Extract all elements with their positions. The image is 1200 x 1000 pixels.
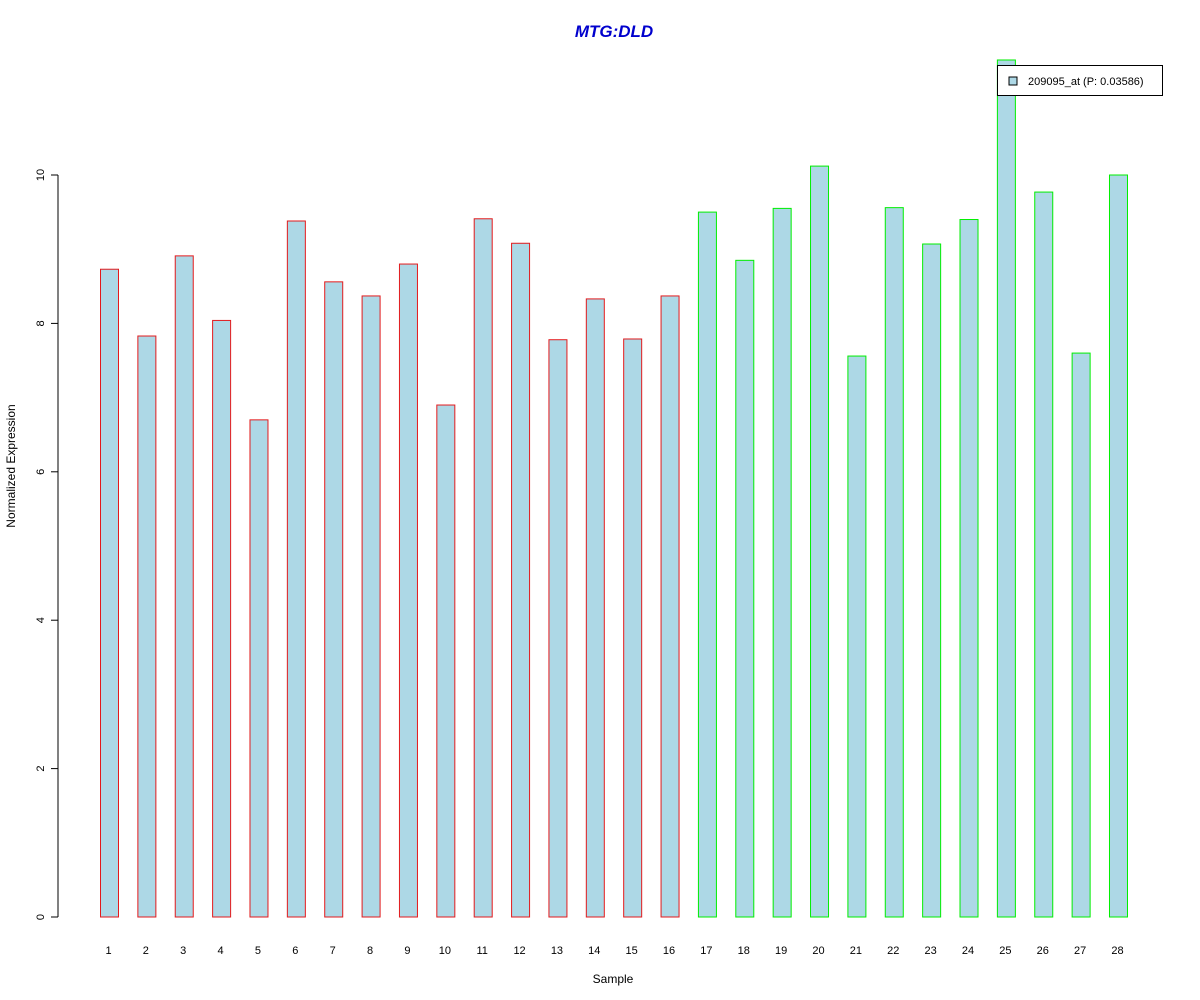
bar-sample-21 bbox=[847, 355, 867, 918]
x-tick-label: 20 bbox=[812, 945, 824, 957]
x-tick-label: 13 bbox=[551, 945, 563, 957]
x-tick-label: 9 bbox=[404, 945, 410, 957]
bar-sample-19 bbox=[772, 207, 792, 918]
x-tick-label: 18 bbox=[738, 945, 750, 957]
x-tick-label: 6 bbox=[292, 945, 298, 957]
x-tick-label: 8 bbox=[367, 945, 373, 957]
bar-sample-24 bbox=[959, 219, 979, 918]
bar-sample-2 bbox=[137, 335, 157, 918]
y-tick-label: 4 bbox=[35, 617, 47, 623]
chart-title: MTG:DLD bbox=[575, 22, 653, 41]
x-tick-label: 1 bbox=[105, 945, 111, 957]
y-tick-label: 0 bbox=[35, 914, 47, 920]
bar-sample-14 bbox=[585, 298, 605, 918]
bar-sample-5 bbox=[249, 419, 269, 918]
x-tick-label: 23 bbox=[925, 945, 937, 957]
bar-sample-13 bbox=[548, 339, 568, 918]
x-tick-label: 25 bbox=[999, 945, 1011, 957]
legend: 209095_at (P: 0.03586) bbox=[997, 65, 1163, 96]
bar-sample-9 bbox=[398, 263, 418, 918]
bars-group bbox=[100, 59, 1128, 918]
x-tick-label: 28 bbox=[1111, 945, 1123, 957]
x-tick-labels: 1 2 3 4 5 6 7 8 9 10 11 12 13 14 15 16 17 18 19 20 21 22 23 24 2… bbox=[105, 945, 1123, 957]
bar-sample-18 bbox=[735, 259, 755, 918]
bar-sample-1 bbox=[100, 268, 119, 918]
x-tick-label: 27 bbox=[1074, 945, 1086, 957]
x-tick-label: 17 bbox=[700, 945, 712, 957]
x-tick-label: 21 bbox=[850, 945, 862, 957]
legend-swatch bbox=[1008, 76, 1018, 86]
bar-sample-25 bbox=[996, 59, 1016, 918]
bar-sample-6 bbox=[286, 220, 306, 918]
bar-sample-11 bbox=[473, 218, 493, 918]
bar-sample-8 bbox=[361, 295, 381, 918]
y-axis-label: Normalized Expression bbox=[4, 404, 18, 527]
bar-sample-7 bbox=[324, 281, 344, 918]
x-tick-label: 22 bbox=[887, 945, 899, 957]
x-tick-label: 24 bbox=[962, 945, 974, 957]
x-tick-label: 19 bbox=[775, 945, 787, 957]
bar-sample-28 bbox=[1108, 174, 1128, 918]
x-tick-label: 3 bbox=[180, 945, 186, 957]
bar-sample-22 bbox=[884, 207, 904, 918]
x-tick-label: 12 bbox=[513, 945, 525, 957]
bar-sample-15 bbox=[623, 338, 643, 918]
y-tick-label: 10 bbox=[35, 169, 47, 181]
y-tick-label: 8 bbox=[35, 320, 47, 326]
y-tick-label: 6 bbox=[35, 469, 47, 475]
x-tick-label: 4 bbox=[218, 945, 224, 957]
bar-sample-23 bbox=[922, 243, 942, 918]
x-tick-label: 10 bbox=[439, 945, 451, 957]
x-tick-label: 14 bbox=[588, 945, 600, 957]
x-tick-label: 5 bbox=[255, 945, 261, 957]
bar-sample-26 bbox=[1034, 191, 1054, 918]
x-tick-label: 16 bbox=[663, 945, 675, 957]
bar-sample-4 bbox=[212, 319, 232, 918]
x-tick-label: 11 bbox=[476, 945, 487, 957]
legend-box bbox=[997, 65, 1163, 96]
x-tick-label: 2 bbox=[143, 945, 149, 957]
x-tick-label: 26 bbox=[1037, 945, 1049, 957]
x-tick-label: 7 bbox=[330, 945, 336, 957]
x-tick-label: 15 bbox=[626, 945, 638, 957]
bar-sample-10 bbox=[436, 404, 456, 918]
y-axis: 0 2 4 6 8 10 bbox=[35, 169, 59, 920]
bar-sample-16 bbox=[660, 295, 680, 918]
x-axis-label: Sample bbox=[593, 972, 634, 986]
bar-sample-17 bbox=[697, 211, 717, 918]
bar-sample-27 bbox=[1071, 352, 1091, 918]
legend-label: 209095_at (P: 0.03586) bbox=[1028, 76, 1144, 88]
y-tick-label: 2 bbox=[35, 766, 47, 772]
bar-sample-3 bbox=[174, 255, 194, 918]
bar-sample-20 bbox=[810, 165, 830, 918]
bar-sample-12 bbox=[511, 242, 531, 918]
